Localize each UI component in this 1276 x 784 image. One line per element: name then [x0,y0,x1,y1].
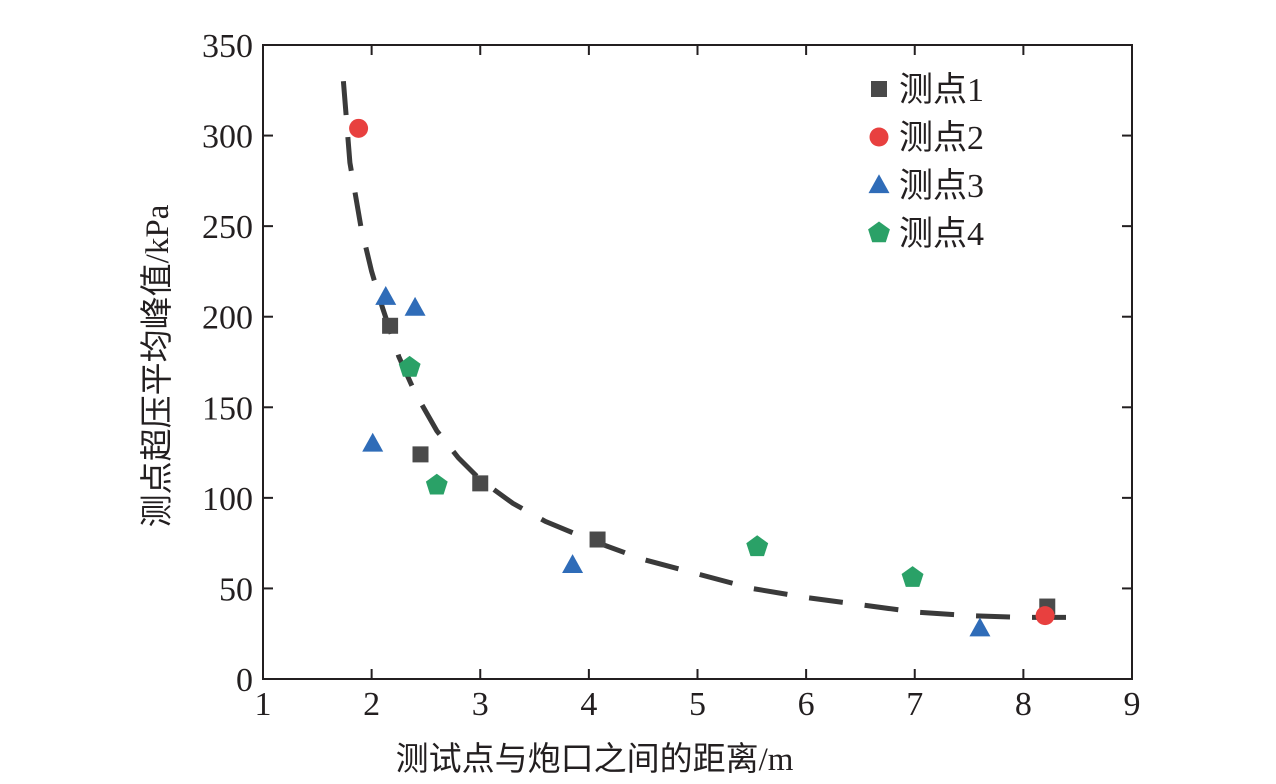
x-tick-label: 8 [1015,686,1032,723]
y-tick-label: 150 [202,390,253,427]
legend-label-1: 测点1 [899,71,984,109]
y-tick-label: 300 [202,119,253,156]
legend-marker-3 [868,174,890,194]
data-point-series-2 [1035,606,1055,626]
x-tick-label: 6 [798,686,815,723]
x-tick-label: 1 [255,686,272,723]
plot-frame [262,44,1133,680]
data-point-series-3 [362,432,384,452]
legend-label-3: 测点3 [899,167,984,205]
y-axis-title: 测点超压平均峰值/kPa [139,204,176,527]
data-point-series-4 [746,535,769,557]
data-point-series-4 [901,566,924,587]
data-point-series-2 [349,118,369,138]
y-tick-label: 100 [202,481,253,518]
data-point-series-3 [375,285,397,305]
x-tick-label: 2 [363,686,380,723]
fit-curve [340,81,1078,620]
data-point-series-1 [412,446,429,463]
x-tick-label: 3 [472,686,489,723]
y-tick-label: 50 [219,571,253,608]
data-point-series-1 [589,531,606,548]
legend-label-2: 测点2 [899,119,984,157]
y-tick-label: 0 [236,662,253,699]
legend-label-4: 测点4 [899,215,984,253]
data-point-series-1 [472,475,489,492]
data-point-series-4 [425,473,448,495]
legend-marker-2 [869,127,889,147]
x-tick-label: 4 [580,686,597,723]
legend-marker-4 [868,221,890,243]
y-tick-label: 250 [202,209,253,246]
x-axis-title: 测试点与炮口之间的距离/m [396,741,794,778]
y-tick-label: 350 [202,28,253,65]
data-point-series-3 [404,296,426,316]
data-point-series-3 [562,554,584,573]
legend-marker-1 [871,81,887,97]
y-tick-label: 200 [202,300,253,337]
data-point-series-3 [969,617,991,637]
data-point-series-4 [398,355,421,377]
x-tick-label: 7 [906,686,923,723]
x-tick-label: 5 [689,686,706,723]
x-tick-label: 9 [1124,686,1141,723]
data-point-series-1 [382,317,399,334]
